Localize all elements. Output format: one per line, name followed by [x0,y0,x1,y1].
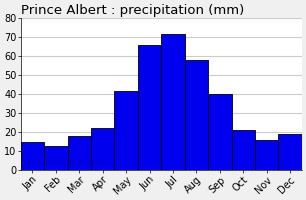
Bar [91,128,114,170]
Bar [185,60,208,170]
Bar [208,94,232,170]
Bar [232,130,255,170]
Bar [278,134,302,170]
Bar [255,140,278,170]
Bar [68,136,91,170]
Text: www.allmetsat.com: www.allmetsat.com [24,158,106,167]
Bar [161,34,185,170]
Bar [21,142,44,170]
Bar [114,91,138,170]
Bar [138,45,161,170]
Text: Prince Albert : precipitation (mm): Prince Albert : precipitation (mm) [21,4,244,17]
Bar [44,146,68,170]
